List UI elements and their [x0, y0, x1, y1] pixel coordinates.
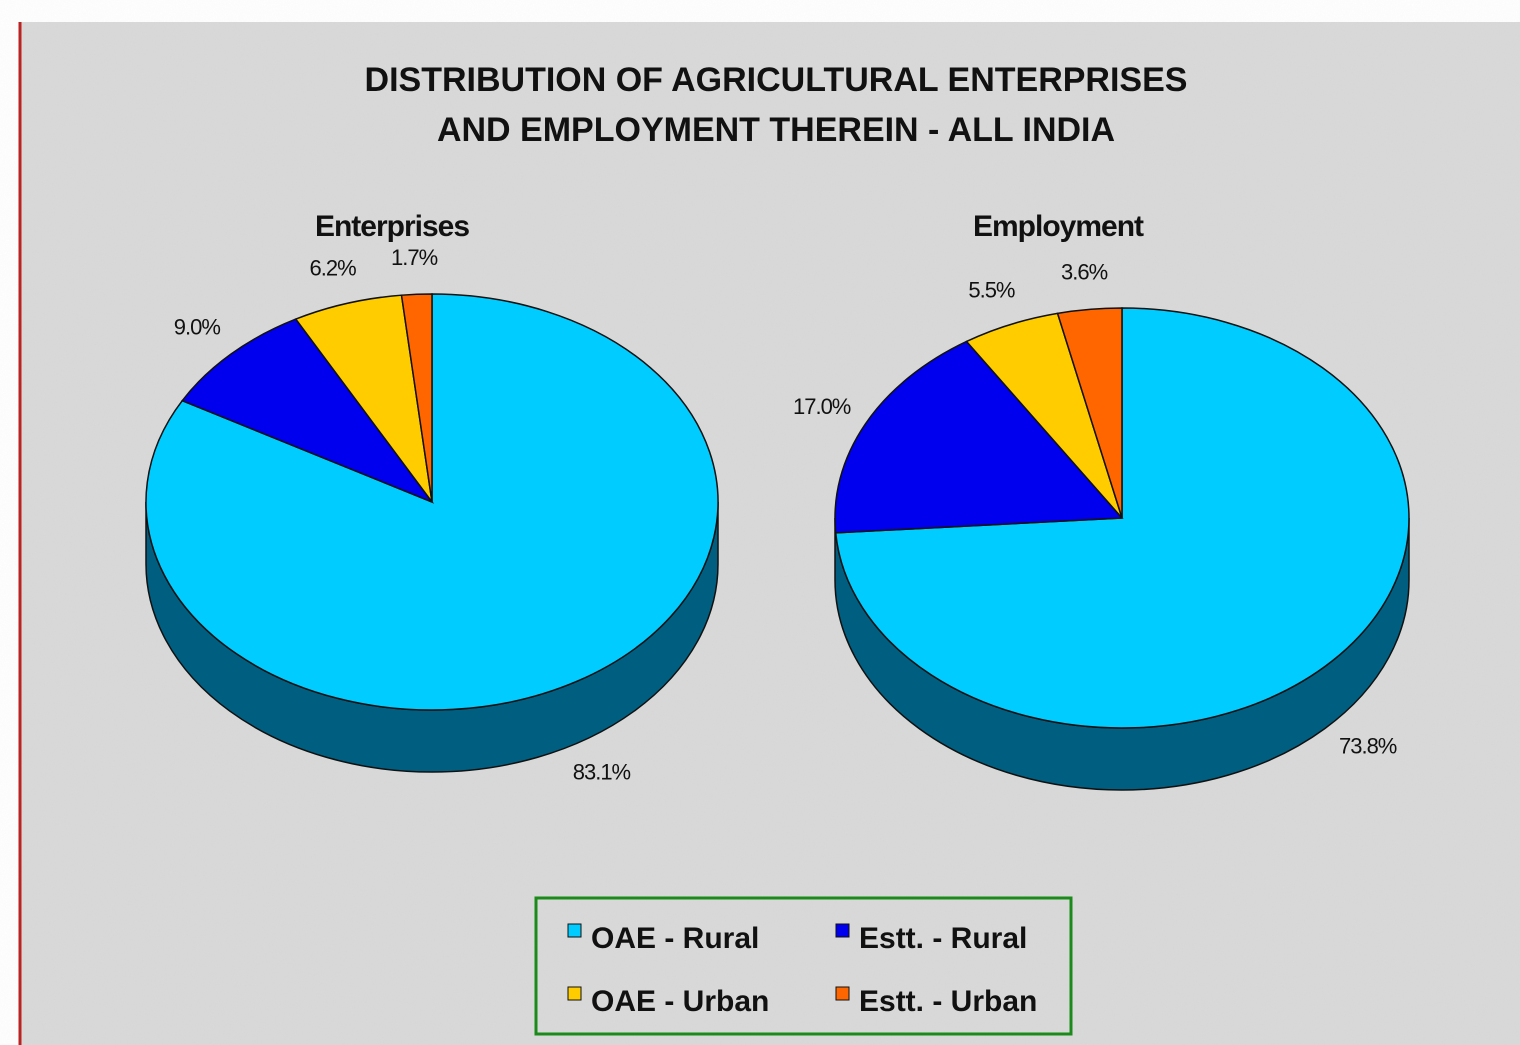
legend-label: Estt. - Rural — [859, 922, 1027, 955]
value-label: 83.1% — [573, 760, 631, 785]
value-label: 3.6% — [1061, 260, 1108, 285]
chart-title: AND EMPLOYMENT THEREIN - ALL INDIA — [437, 111, 1115, 149]
chart-title: DISTRIBUTION OF AGRICULTURAL ENTERPRISES — [365, 61, 1188, 99]
value-label: 5.5% — [968, 277, 1015, 302]
legend-swatch — [567, 923, 582, 938]
pie-slice — [400, 293, 433, 503]
legend-box — [534, 896, 1073, 1036]
pie-slice — [181, 318, 435, 504]
legend-label: OAE - Urban — [591, 985, 769, 1018]
value-label: 73.8% — [1339, 733, 1397, 758]
value-label: 1.7% — [391, 245, 438, 270]
pie-slice — [834, 340, 1124, 534]
pie-slice — [1056, 307, 1123, 519]
pie-title: Employment — [973, 210, 1144, 243]
legend-label: OAE - Rural — [591, 922, 759, 955]
legend-swatch — [835, 923, 850, 938]
value-label: 9.0% — [174, 315, 221, 340]
legend-swatch — [567, 986, 582, 1001]
pie-title: Enterprises — [315, 210, 469, 243]
legend-swatch — [835, 986, 850, 1001]
value-label: 17.0% — [793, 394, 851, 419]
value-label: 6.2% — [310, 255, 357, 280]
legend-label: Estt. - Urban — [859, 985, 1037, 1018]
